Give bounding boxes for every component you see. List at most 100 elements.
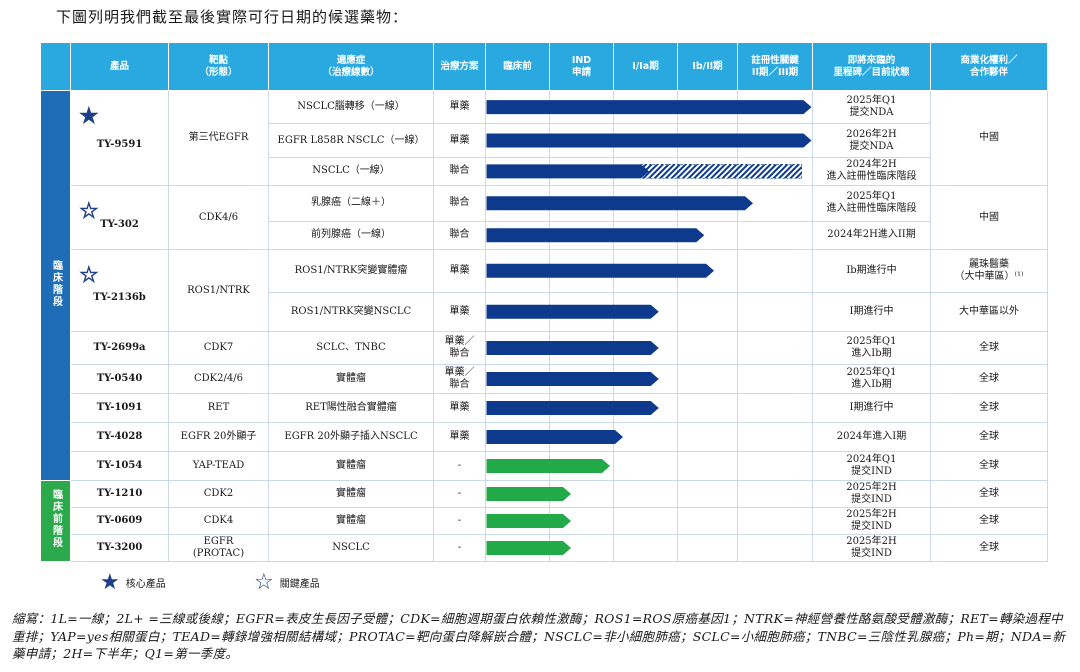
milestone-cell: 2025年2H 提交IND [812,534,931,562]
phase-cell-phase1 [613,123,678,158]
phase-cell-ind [549,331,614,365]
phase-cell-ind [549,480,614,508]
product-name: TY-1210 [96,488,143,499]
phase-cell-ind [549,89,614,125]
milestone-cell: 2025年Q1 提交NDA [812,89,931,125]
target-cell: EGFR 20外顯子 [168,422,269,452]
phase-cell-preclinical [485,291,550,333]
lane-label: 臨床階段 [50,259,62,308]
milestone-cell: 2025年2H 提交IND [812,480,931,508]
phase-cell-phase3 [737,422,813,452]
phase-cell-phase2 [677,480,738,508]
phase-cell-preclinical [485,123,550,158]
phase-cell-preclinical [485,480,550,508]
target-cell: CDK7 [168,331,269,365]
rights-cell: 麗珠醫藥 （大中華區）⁽¹⁾ [930,249,1048,293]
solid-star-icon: ★ [79,103,99,129]
phase-cell-ind [549,156,614,187]
target-cell: EGFR (PROTAC) [168,534,269,562]
phase-cell-phase1 [613,422,678,452]
phase-cell-phase3 [737,393,813,423]
milestone-cell: 2025年2H 提交IND [812,507,931,535]
phase-cell-phase1 [613,534,678,562]
lane-label: 臨床前階段 [50,489,62,549]
phase-cell-phase1 [613,507,678,535]
phase-cell-phase2 [677,422,738,452]
phase-cell-phase2 [677,364,738,394]
milestone-cell: 2024年進入I期 [812,422,931,452]
phase-cell-phase1 [613,451,678,481]
header-indication: 適應症 （治療線數） [268,42,434,91]
indication-cell: NSCLC（一線） [268,156,434,187]
indication-cell: 前列腺癌（一線） [268,220,434,251]
target-cell: YAP-TEAD [168,451,269,481]
regimen-cell: 聯合 [433,156,486,187]
header-target: 靶點 （形態） [168,42,269,91]
header-rights: 商業化權利／ 合作夥伴 [930,42,1048,91]
legend-key-label: 關鍵產品 [279,579,320,590]
milestone-cell: 2024年2H進入II期 [812,220,931,251]
phase-cell-phase3 [737,89,813,125]
phase-cell-phase2 [677,220,738,251]
regimen-cell: 聯合 [433,220,486,251]
indication-cell: NSCLC [268,534,434,562]
phase-cell-phase2 [677,331,738,365]
phase-cell-phase2 [677,89,738,125]
phase-cell-phase3 [737,451,813,481]
target-cell: CDK2/4/6 [168,364,269,394]
regimen-cell: 單藥 [433,89,486,125]
target-cell: CDK4 [168,507,269,535]
header-row: 產品 靶點 （形態） 適應症 （治療線數） 治療方案 臨床前 IND 申請 I/… [40,42,1048,91]
legend-key: ☆ 關鍵產品 [254,570,320,595]
phase-cell-phase1 [613,364,678,394]
regimen-cell: 單藥 [433,422,486,452]
phase-cell-phase1 [613,480,678,508]
outline-star-icon: ☆ [79,262,99,288]
indication-cell: 實體瘤 [268,451,434,481]
phase-cell-ind [549,507,614,535]
phase-cell-phase3 [737,534,813,562]
regimen-cell: 單藥／ 聯合 [433,331,486,365]
table-row: TY-4028 EGFR 20外顯子 EGFR 20外顯子插入NSCLC 單藥 2024… [41,422,1048,452]
phase-cell-phase3 [737,220,813,251]
header-product: 產品 [70,42,169,91]
table-row: TY-1091 RET RET陽性融合實體瘤 單藥 I期進行中 全球 [41,393,1048,423]
header-preclinical: 臨床前 [485,42,550,91]
regimen-cell: 單藥 [433,123,486,158]
product-name: TY-1091 [96,402,143,413]
phase-cell-ind [549,451,614,481]
phase-cell-ind [549,220,614,251]
phase-cell-ind [549,534,614,562]
phase-cell-phase3 [737,507,813,535]
phase-cell-preclinical [485,507,550,535]
header-phase3: 註冊性關鍵 II期／III期 [737,42,813,91]
phase-cell-ind [549,422,614,452]
phase-cell-ind [549,249,614,293]
phase-cell-phase1 [613,89,678,125]
phase-cell-phase3 [737,249,813,293]
regimen-cell: 單藥 [433,393,486,423]
product-name: TY-1054 [96,460,143,471]
phase-cell-preclinical [485,331,550,365]
indication-cell: EGFR L858R NSCLC（一線） [268,123,434,158]
phase-cell-phase3 [737,156,813,187]
phase-cell-phase2 [677,451,738,481]
rights-cell: 全球 [930,507,1048,535]
indication-cell: 實體瘤 [268,480,434,508]
product-name: TY-9591 [96,139,143,150]
product-name-cell: ☆ TY-2136b [70,249,169,332]
abbreviation-footnote: 縮寫：1L=一線；2L+ =三線或後線；EGFR=表皮生長因子受體；CDK=細胞… [12,611,1066,661]
header-regimen: 治療方案 [433,42,486,91]
phase-cell-preclinical [485,185,550,222]
lane-clinical: 臨床階段 [40,90,71,481]
phase-cell-phase3 [737,123,813,158]
phase-cell-preclinical [485,220,550,251]
regimen-cell: - [433,534,486,562]
regimen-cell: - [433,480,486,508]
table-row: ☆ TY-2136b ROS1/NTRK ROS1/NTRK突變實體瘤 單藥 Ib期進行中… [41,249,1048,332]
regimen-cell: 聯合 [433,185,486,222]
regimen-cell: - [433,451,486,481]
rights-cell: 中國 [930,90,1048,186]
phase-cell-phase1 [613,156,678,187]
phase-cell-phase1 [613,291,678,333]
